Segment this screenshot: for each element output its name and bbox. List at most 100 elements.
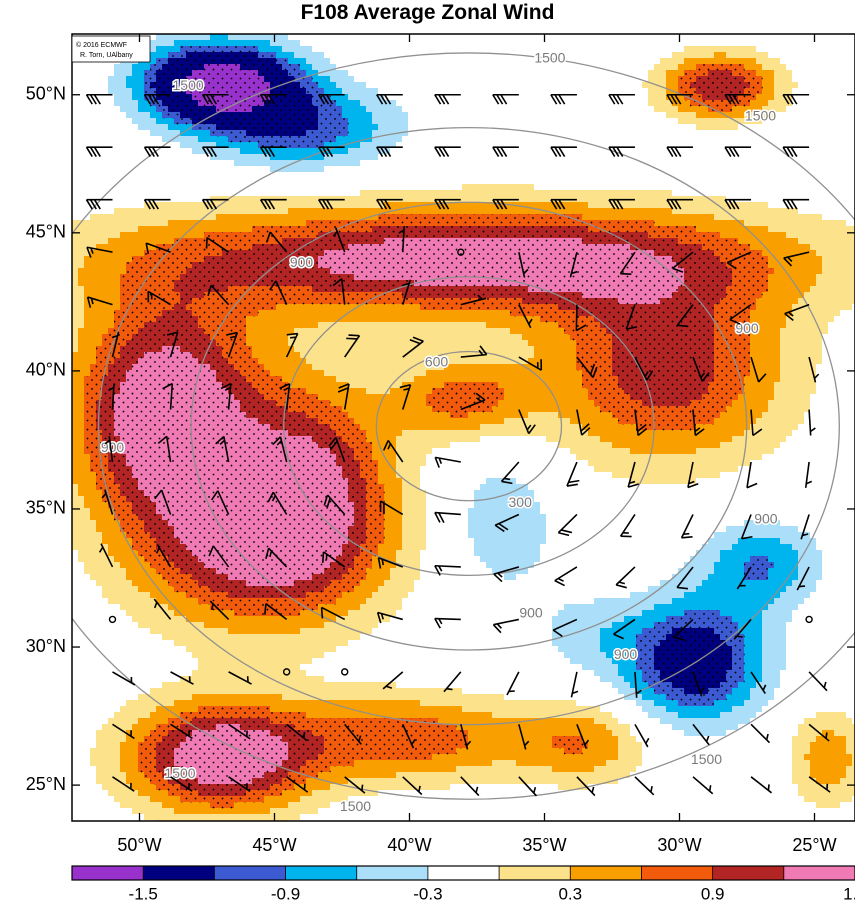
field-cell — [516, 208, 523, 215]
field-cell — [120, 244, 127, 251]
field-cell — [180, 136, 187, 143]
field-cell — [114, 172, 121, 179]
field-cell — [678, 208, 685, 215]
field-cell — [180, 154, 187, 161]
field-cell — [612, 82, 619, 89]
field-cell — [804, 202, 811, 209]
field-cell — [510, 172, 517, 179]
field-cell — [762, 238, 769, 245]
field-cell — [660, 214, 667, 221]
field-cell — [258, 208, 265, 215]
field-cell — [414, 100, 421, 107]
field-cell — [492, 160, 499, 167]
field-cell — [852, 88, 855, 95]
field-cell — [180, 184, 187, 191]
field-cell — [660, 52, 667, 59]
field-cell — [468, 76, 475, 83]
field-cell — [306, 52, 313, 59]
field-cell — [336, 166, 343, 173]
field-cell — [390, 70, 397, 77]
field-cell — [390, 88, 397, 95]
field-cell — [780, 256, 787, 263]
field-cell — [258, 148, 265, 155]
field-cell — [348, 64, 355, 71]
field-cell — [228, 220, 235, 227]
field-cell — [498, 70, 505, 77]
field-cell — [78, 148, 85, 155]
field-cell — [606, 46, 613, 53]
field-cell — [606, 58, 613, 65]
field-cell — [582, 178, 589, 185]
field-cell — [726, 136, 733, 143]
field-cell — [342, 94, 349, 101]
field-cell — [546, 76, 553, 83]
field-cell — [708, 226, 715, 233]
field-cell — [150, 130, 157, 137]
field-cell — [438, 166, 445, 173]
field-cell — [282, 52, 289, 59]
field-cell — [396, 190, 403, 197]
field-cell — [666, 154, 673, 161]
field-cell — [336, 40, 343, 47]
field-cell — [402, 58, 409, 65]
field-cell — [126, 76, 133, 83]
field-cell — [642, 196, 649, 203]
field-cell — [708, 118, 715, 125]
field-cell — [798, 172, 805, 179]
field-cell — [690, 208, 697, 215]
field-cell — [684, 166, 691, 173]
field-cell — [822, 214, 829, 221]
field-cell — [114, 190, 121, 197]
field-cell — [384, 124, 391, 131]
field-cell — [168, 184, 175, 191]
field-cell — [750, 142, 757, 149]
field-cell — [810, 178, 817, 185]
field-cell — [108, 238, 115, 245]
field-cell — [522, 124, 529, 131]
field-cell — [750, 196, 757, 203]
field-cell — [558, 100, 565, 107]
field-cell — [282, 214, 289, 221]
field-cell — [636, 118, 643, 125]
field-cell — [792, 154, 799, 161]
field-cell — [726, 118, 733, 125]
field-cell — [834, 244, 841, 251]
field-cell — [786, 88, 793, 95]
field-cell — [510, 106, 517, 113]
field-cell — [696, 40, 703, 47]
field-cell — [714, 172, 721, 179]
field-cell — [150, 124, 157, 131]
field-cell — [186, 154, 193, 161]
field-cell — [462, 34, 469, 41]
field-cell — [630, 100, 637, 107]
field-cell — [114, 250, 121, 257]
field-cell — [672, 106, 679, 113]
field-cell — [546, 88, 553, 95]
field-cell — [792, 118, 799, 125]
field-cell — [480, 40, 487, 47]
field-cell — [258, 166, 265, 173]
field-cell — [708, 112, 715, 119]
field-cell — [474, 196, 481, 203]
field-cell — [786, 58, 793, 65]
field-cell — [834, 46, 841, 53]
field-cell — [618, 148, 625, 155]
field-cell — [306, 64, 313, 71]
field-cell — [756, 64, 763, 71]
field-cell — [630, 52, 637, 59]
field-cell — [558, 130, 565, 137]
field-cell — [336, 82, 343, 89]
field-cell — [246, 34, 253, 41]
field-cell — [162, 184, 169, 191]
field-cell — [108, 106, 115, 113]
field-cell — [228, 154, 235, 161]
field-cell — [786, 172, 793, 179]
field-cell — [222, 148, 229, 155]
field-cell — [132, 88, 139, 95]
field-cell — [768, 184, 775, 191]
field-cell — [318, 214, 325, 221]
field-cell — [192, 154, 199, 161]
field-cell — [594, 88, 601, 95]
field-cell — [492, 106, 499, 113]
field-cell — [168, 34, 175, 41]
